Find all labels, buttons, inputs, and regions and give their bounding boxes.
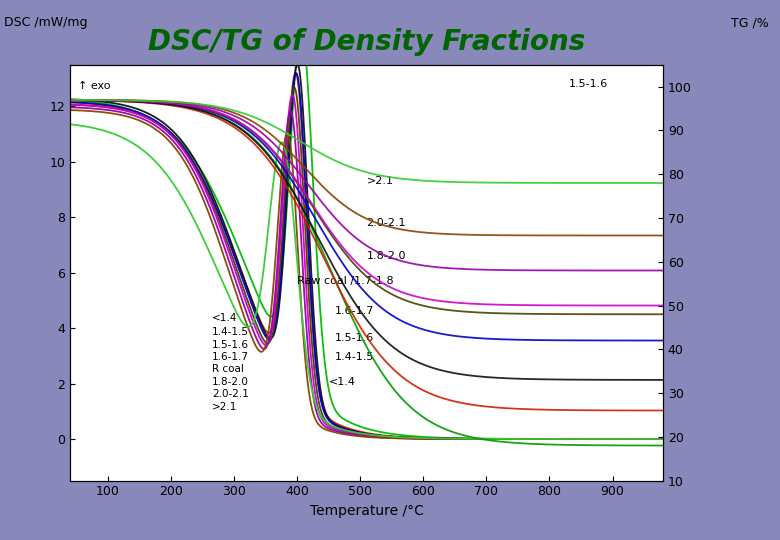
- Text: >2.1: >2.1: [367, 176, 394, 186]
- Text: R coal: R coal: [212, 364, 244, 375]
- Text: 2.0-2.1: 2.0-2.1: [367, 218, 406, 227]
- Text: 1.6-1.7: 1.6-1.7: [212, 352, 249, 362]
- Text: 1.5-1.6: 1.5-1.6: [212, 340, 249, 350]
- Text: Raw coal /1.7-1.8: Raw coal /1.7-1.8: [297, 276, 394, 286]
- Text: ↑ exo: ↑ exo: [78, 81, 110, 91]
- Text: 1.8-2.0: 1.8-2.0: [212, 377, 249, 387]
- Text: 2.0-2.1: 2.0-2.1: [212, 389, 249, 400]
- X-axis label: Temperature /°C: Temperature /°C: [310, 504, 424, 518]
- Text: <1.4: <1.4: [328, 377, 356, 387]
- Text: 1.5-1.6: 1.5-1.6: [335, 333, 374, 342]
- Text: DSC/TG of Density Fractions: DSC/TG of Density Fractions: [148, 29, 585, 57]
- Text: 1.4-1.5: 1.4-1.5: [335, 352, 374, 362]
- Text: 1.8-2.0: 1.8-2.0: [367, 251, 406, 261]
- Text: <1.4: <1.4: [212, 313, 237, 323]
- Text: >2.1: >2.1: [212, 402, 237, 412]
- Text: 1.4-1.5: 1.4-1.5: [212, 327, 249, 337]
- Text: 1.5-1.6: 1.5-1.6: [569, 79, 608, 89]
- Text: DSC /mW/mg: DSC /mW/mg: [4, 16, 87, 29]
- Text: 1.6-1.7: 1.6-1.7: [335, 306, 374, 316]
- Text: TG /%: TG /%: [731, 16, 768, 29]
